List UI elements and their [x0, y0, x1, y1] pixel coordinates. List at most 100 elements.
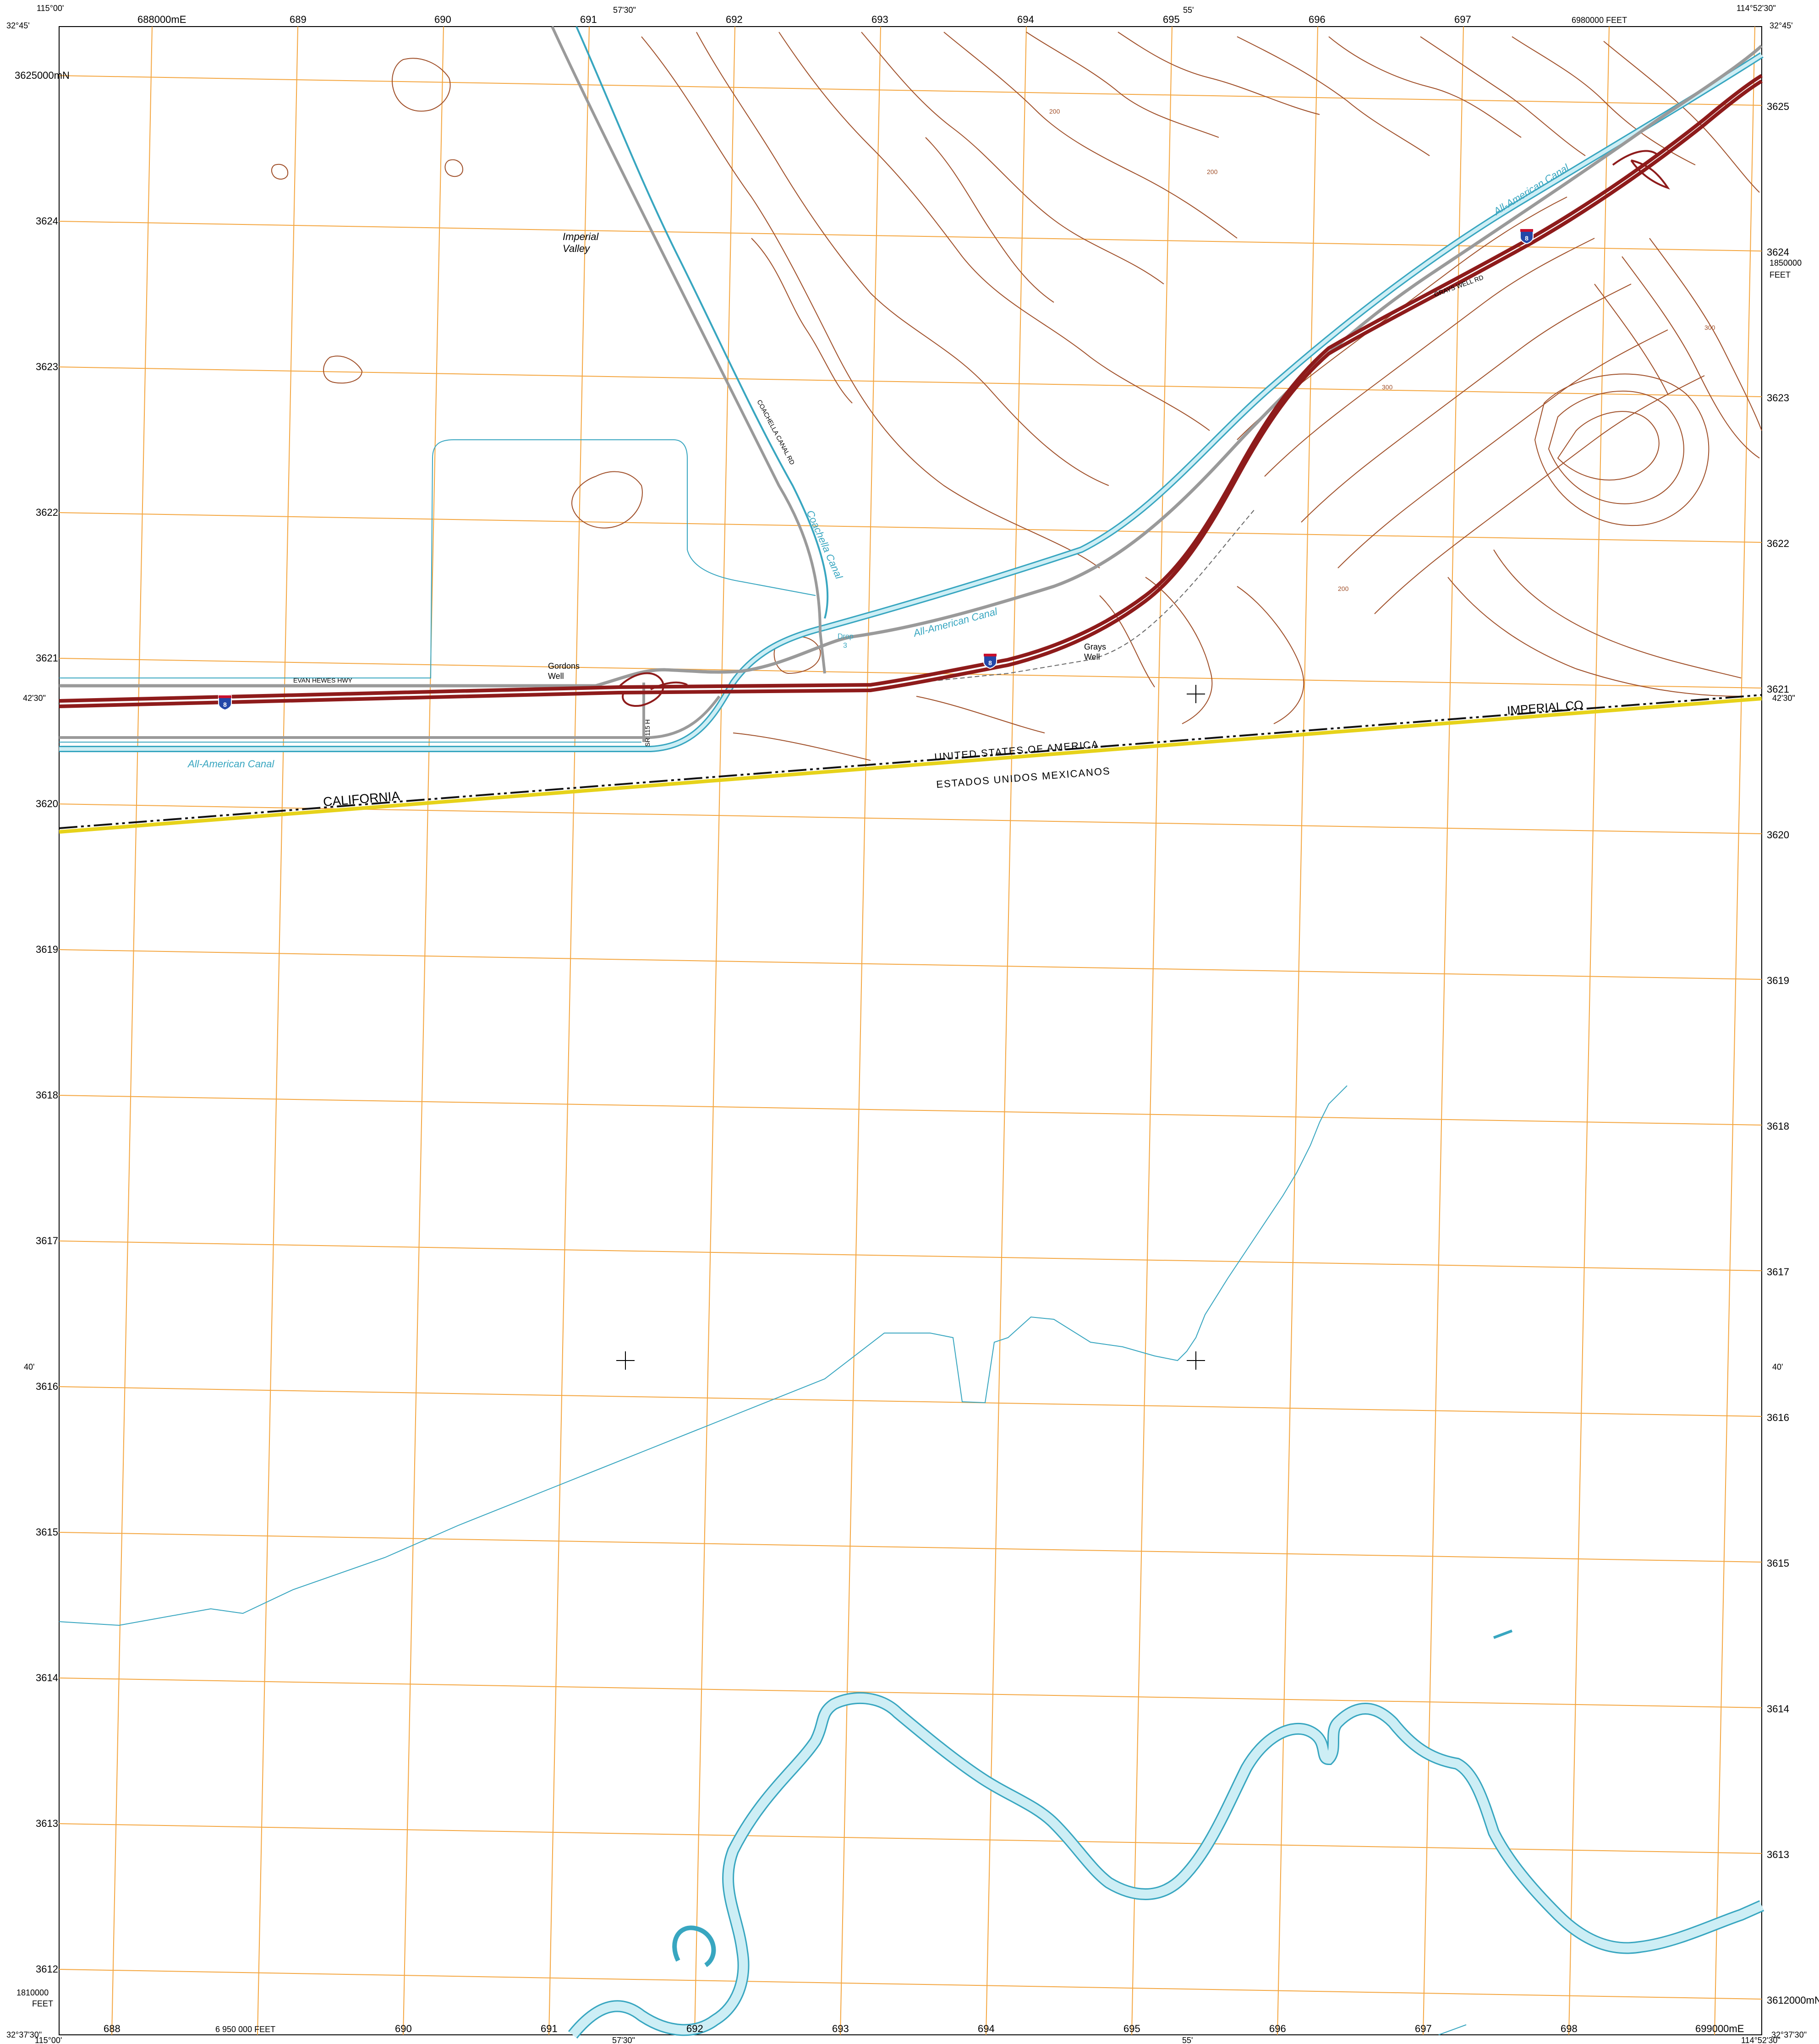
- top-right-lon: 114°52'30": [1737, 4, 1776, 13]
- top-easting-689: 689: [290, 14, 307, 25]
- bottom-left-lon: 115°00': [35, 2036, 62, 2044]
- top-left-lon: 115°00': [37, 4, 64, 13]
- contour-line: [323, 355, 363, 384]
- bottom-easting-699: 699000mE: [1695, 2023, 1744, 2034]
- left-northing-3614: 3614: [36, 1672, 58, 1683]
- contour-line: [1447, 577, 1742, 697]
- bottom-easting-690: 690: [395, 2023, 412, 2034]
- left-northing-3621: 3621: [36, 652, 58, 664]
- contour-line: [1594, 284, 1668, 394]
- contour-line: [1301, 284, 1632, 523]
- contour-line: [1557, 411, 1660, 481]
- drainage-lower: [59, 1085, 1348, 1626]
- top-easting-696: 696: [1309, 14, 1326, 25]
- grid-line-e691: [548, 26, 590, 2035]
- bottom-easting-692: 692: [686, 2023, 703, 2034]
- i8-shield-center: 8: [983, 653, 997, 669]
- interchange-gordons-2: [650, 681, 688, 690]
- contour-line: [696, 32, 1109, 486]
- drop-number: 3: [843, 642, 847, 650]
- bottom-easting-694: 694: [978, 2023, 995, 2034]
- i8-westbound: [59, 74, 1763, 703]
- svg-text:8: 8: [988, 659, 992, 667]
- grid-line-e698: [1568, 26, 1610, 2035]
- right-northing-3622: 3622: [1767, 538, 1789, 549]
- right-minute-4230: 42'30": [1772, 694, 1795, 703]
- roads: [59, 26, 1763, 742]
- grid-line-e696: [1277, 26, 1318, 2035]
- contour-line: [1649, 238, 1762, 431]
- evan-hewes-hwy: [59, 44, 1763, 688]
- grid-line-n3623: [59, 366, 1762, 397]
- right-minute-40: 40': [1772, 1362, 1783, 1372]
- utm-grid: [59, 26, 1762, 2035]
- top-easting-692: 692: [726, 14, 743, 25]
- bottom-easting-696: 696: [1269, 2023, 1286, 2034]
- grid-line-n3622: [59, 512, 1762, 543]
- contour-line: [444, 159, 464, 177]
- all-american-canal-upper-inner: [824, 53, 1763, 629]
- grid-line-n3619: [59, 949, 1762, 980]
- water-features: [59, 26, 1764, 2039]
- bottom-easting-691: 691: [541, 2023, 558, 2034]
- top-easting-695: 695: [1163, 14, 1180, 25]
- contour-line: [773, 636, 821, 674]
- left-feet-unit: FEET: [32, 1999, 53, 2008]
- grays-well-label-2: Well: [1084, 652, 1100, 661]
- survey-crosses: [616, 685, 1205, 1370]
- right-northing-3621: 3621: [1767, 683, 1789, 695]
- left-minute-4230: 42'30": [23, 694, 46, 703]
- bottom-feet: 6 950 000 FEET: [215, 2025, 275, 2034]
- contour-line: [1328, 36, 1522, 138]
- grid-line-e688: [111, 26, 153, 2035]
- contour-line: [1026, 32, 1219, 138]
- grid-line-e697: [1423, 26, 1464, 2035]
- grid-line-n3615: [59, 1532, 1762, 1563]
- interchange-east: [1630, 159, 1670, 190]
- imperial-valley-label: Imperial: [563, 231, 599, 242]
- contour-label: 200: [1207, 168, 1218, 175]
- bottom-easting-695: 695: [1123, 2023, 1140, 2034]
- cross-mark: [1187, 1351, 1205, 1370]
- grid-line-n3617: [59, 1241, 1762, 1271]
- contour-line: [1420, 36, 1586, 156]
- left-feet: 1810000: [16, 1988, 49, 1997]
- right-northing-3620: 3620: [1767, 829, 1789, 841]
- grid-line-e694: [986, 26, 1027, 2035]
- contour-line: [1118, 32, 1320, 115]
- contour-label: 300: [1704, 324, 1715, 331]
- gordons-well-label: Gordons: [548, 661, 580, 671]
- i8-shield-west: 8: [218, 695, 232, 711]
- contour-line: [271, 164, 289, 180]
- bottom-collar: 115°00' 32°37'30" 114°52'30" 32°37'30" 6…: [6, 2023, 1807, 2044]
- top-easting-697: 697: [1454, 14, 1471, 25]
- all-american-canal-label-west: All-American Canal: [187, 758, 274, 770]
- left-northing-3615: 3615: [36, 1526, 58, 1538]
- interchange-east-2: [1612, 150, 1660, 166]
- right-northing-3613: 3613: [1767, 1849, 1789, 1860]
- i8-shield-east: 8: [1520, 229, 1534, 245]
- evan-hewes-hwy-label: EVAN HEWES HWY: [293, 677, 353, 684]
- right-northing-3618: 3618: [1767, 1120, 1789, 1132]
- grid-line-n3624: [59, 221, 1762, 251]
- left-northing-3617: 3617: [36, 1235, 58, 1246]
- bottom-easting-693: 693: [832, 2023, 849, 2034]
- canal-loop: [59, 439, 816, 678]
- left-northing-3613: 3613: [36, 1818, 58, 1829]
- right-northing-3625: 3625: [1767, 101, 1789, 112]
- grid-line-n3614: [59, 1678, 1762, 1708]
- top-minute-55: 55': [1183, 5, 1194, 15]
- grid-line-n3612: [59, 1969, 1762, 2000]
- right-feet-unit: FEET: [1770, 270, 1791, 279]
- left-northing-3616: 3616: [36, 1381, 58, 1392]
- grid-line-n3613: [59, 1823, 1762, 1854]
- right-northing-3615: 3615: [1767, 1558, 1789, 1569]
- contour-line: [778, 32, 1210, 431]
- top-right-lat: 32°45': [1770, 21, 1793, 30]
- top-easting-688: 688000mE: [137, 14, 186, 25]
- boundary-line: [59, 694, 1762, 829]
- drop-label: Drop: [838, 633, 854, 640]
- contour-line: [1374, 375, 1705, 614]
- right-northing-3614: 3614: [1767, 1703, 1789, 1715]
- grid-line-n3618: [59, 1095, 1762, 1126]
